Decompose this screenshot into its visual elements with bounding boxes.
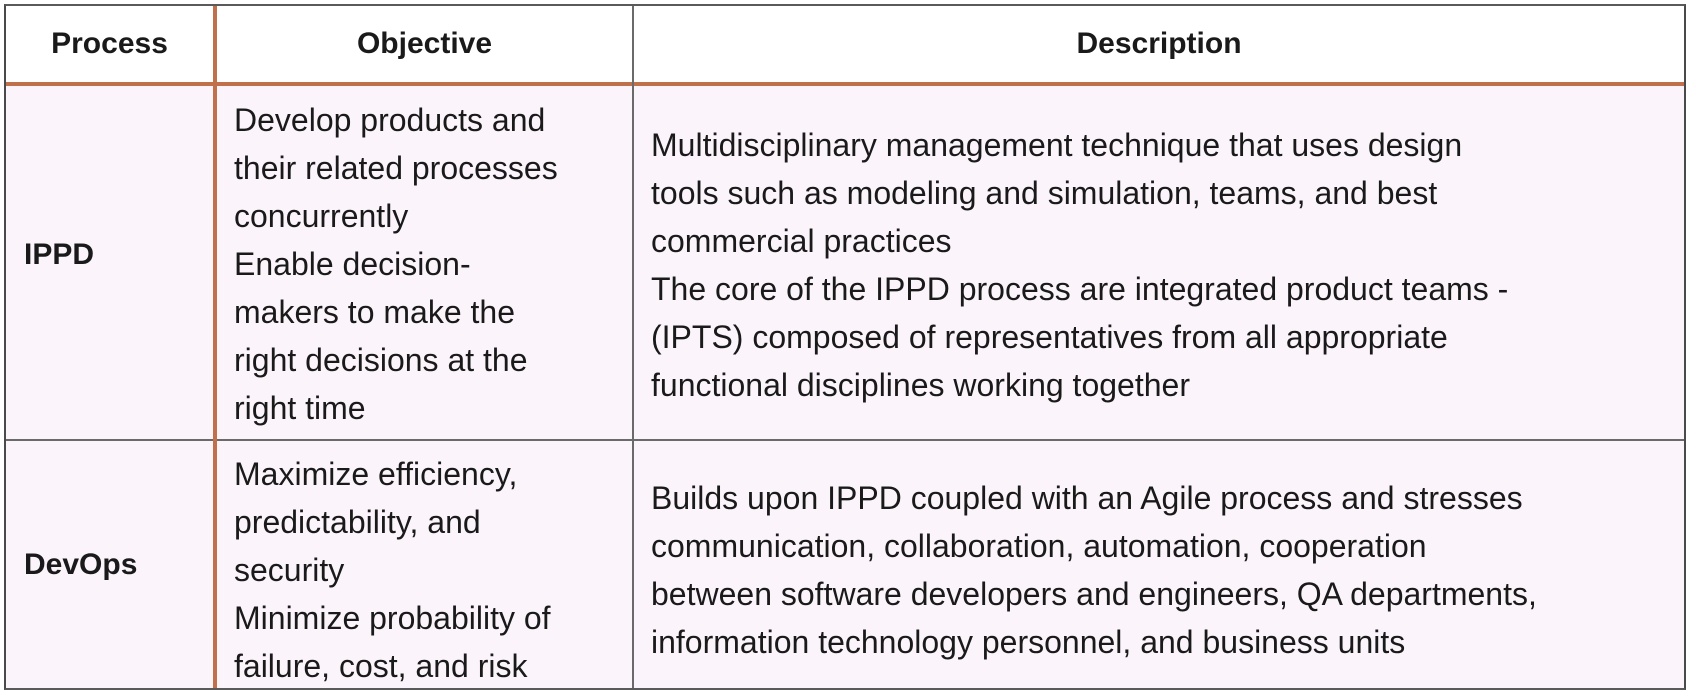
header-process: Process <box>51 27 168 60</box>
column-divider-process <box>213 6 217 688</box>
row-devops-objective: Maximize efficiency, predictability, and… <box>234 456 551 684</box>
row-ippd-objective: Develop products and their related proce… <box>234 102 558 426</box>
row-ippd-description: Multidisciplinary management technique t… <box>651 127 1509 403</box>
header-objective: Objective <box>356 27 493 60</box>
process-comparison-table: Process Objective Description IPPD Devel… <box>4 4 1686 690</box>
table-header-row <box>6 6 1684 86</box>
column-divider-objective <box>632 6 634 688</box>
row-devops-description: Builds upon IPPD coupled with an Agile p… <box>651 480 1537 660</box>
row-divider <box>6 439 1684 441</box>
header-description: Description <box>1076 27 1242 60</box>
row-ippd-process: IPPD <box>24 238 95 271</box>
row-devops-process: DevOps <box>24 548 138 581</box>
